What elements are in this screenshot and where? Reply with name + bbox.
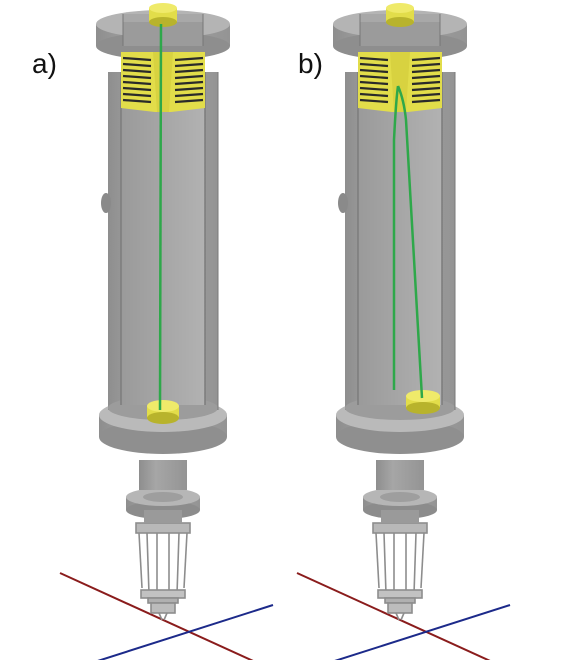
bottom-mass-icon [147, 400, 179, 424]
panel-a-model [59, 2, 274, 660]
bottom-mass-icon [406, 390, 440, 414]
panel-a-label: a) [32, 48, 57, 79]
panel-b-label: b) [298, 48, 323, 79]
fiber-line [158, 23, 163, 411]
panel-b-model [296, 2, 511, 660]
fiber-line [392, 85, 424, 399]
